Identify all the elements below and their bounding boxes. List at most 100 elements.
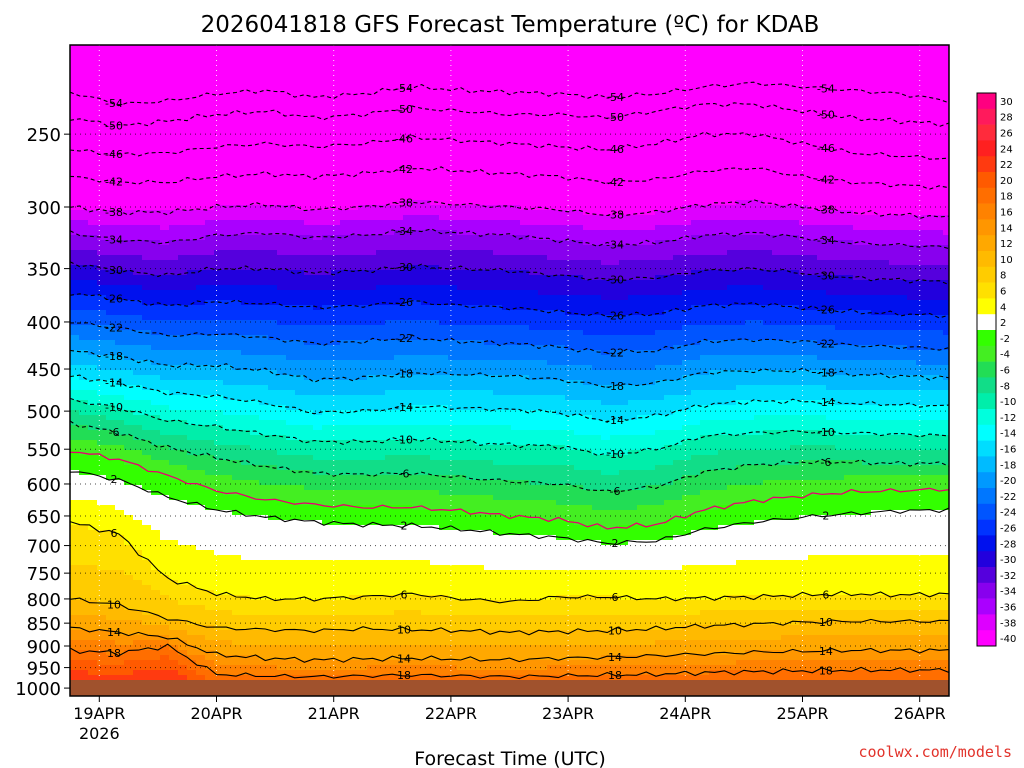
temperature-cell (97, 345, 107, 351)
temperature-cell (286, 420, 296, 426)
temperature-cell (277, 210, 287, 216)
temperature-cell (151, 165, 161, 171)
temperature-cell (205, 465, 215, 471)
temperature-cell (340, 310, 350, 316)
temperature-cell (322, 415, 332, 421)
temperature-cell (97, 650, 107, 656)
temperature-cell (304, 115, 314, 121)
temperature-cell (340, 230, 350, 236)
temperature-cell (313, 460, 323, 466)
temperature-cell (124, 640, 134, 646)
temperature-cell (313, 320, 323, 326)
temperature-cell (295, 435, 305, 441)
temperature-cell (142, 435, 152, 441)
temperature-cell (376, 170, 386, 176)
temperature-cell (349, 560, 359, 566)
temperature-cell (97, 550, 107, 556)
temperature-cell (367, 225, 377, 231)
temperature-cell (349, 150, 359, 156)
temperature-cell (97, 60, 107, 66)
temperature-cell (133, 590, 143, 596)
temperature-cell (232, 410, 242, 416)
temperature-cell (88, 135, 98, 141)
temperature-cell (376, 290, 386, 296)
temperature-cell (106, 295, 116, 301)
temperature-cell (286, 425, 296, 431)
temperature-cell (169, 75, 179, 81)
temperature-cell (142, 615, 152, 621)
temperature-cell (394, 350, 404, 356)
temperature-cell (214, 60, 224, 66)
temperature-cell (106, 200, 116, 206)
temperature-cell (250, 555, 260, 561)
temperature-cell (205, 85, 215, 91)
temperature-cell (322, 650, 332, 656)
temperature-cell (295, 530, 305, 536)
temperature-cell (160, 460, 170, 466)
temperature-cell (214, 580, 224, 586)
temperature-cell (376, 530, 386, 536)
temperature-cell (322, 580, 332, 586)
temperature-cell (358, 660, 368, 666)
temperature-cell (340, 500, 350, 506)
temperature-cell (88, 125, 98, 131)
temperature-cell (223, 210, 233, 216)
temperature-cell (106, 220, 116, 226)
temperature-cell (196, 415, 206, 421)
temperature-cell (151, 485, 161, 491)
temperature-cell (385, 290, 395, 296)
temperature-cell (232, 320, 242, 326)
temperature-cell (241, 360, 251, 366)
temperature-cell (241, 215, 251, 221)
temperature-cell (169, 615, 179, 621)
temperature-cell (124, 205, 134, 211)
temperature-cell (187, 180, 197, 186)
temperature-cell (385, 430, 395, 436)
temperature-cell (268, 480, 278, 486)
temperature-cell (70, 505, 80, 511)
temperature-cell (178, 135, 188, 141)
temperature-cell (169, 45, 179, 51)
temperature-cell (196, 170, 206, 176)
temperature-cell (115, 325, 125, 331)
temperature-cell (349, 615, 359, 621)
temperature-cell (331, 190, 341, 196)
temperature-cell (322, 310, 332, 316)
temperature-cell (160, 80, 170, 86)
temperature-cell (250, 75, 260, 81)
temperature-cell (340, 580, 350, 586)
temperature-cell (277, 410, 287, 416)
temperature-cell (214, 550, 224, 556)
temperature-cell (394, 160, 404, 166)
temperature-cell (394, 400, 404, 406)
temperature-cell (160, 195, 170, 201)
temperature-cell (106, 95, 116, 101)
temperature-cell (277, 495, 287, 501)
temperature-cell (295, 415, 305, 421)
temperature-cell (97, 305, 107, 311)
temperature-cell (403, 335, 413, 341)
temperature-cell (322, 585, 332, 591)
temperature-cell (268, 620, 278, 626)
temperature-cell (358, 600, 368, 606)
temperature-cell (349, 190, 359, 196)
temperature-cell (385, 305, 395, 311)
temperature-cell (133, 350, 143, 356)
temperature-cell (205, 325, 215, 331)
temperature-cell (79, 230, 89, 236)
temperature-cell (250, 60, 260, 66)
temperature-cell (142, 490, 152, 496)
temperature-cell (196, 160, 206, 166)
temperature-cell (160, 530, 170, 536)
temperature-cell (349, 555, 359, 561)
temperature-cell (151, 490, 161, 496)
temperature-cell (385, 160, 395, 166)
temperature-cell (232, 650, 242, 656)
temperature-cell (214, 135, 224, 141)
temperature-cell (268, 315, 278, 321)
temperature-cell (178, 65, 188, 71)
temperature-cell (268, 555, 278, 561)
temperature-cell (160, 445, 170, 451)
temperature-cell (124, 645, 134, 651)
temperature-cell (70, 80, 80, 86)
